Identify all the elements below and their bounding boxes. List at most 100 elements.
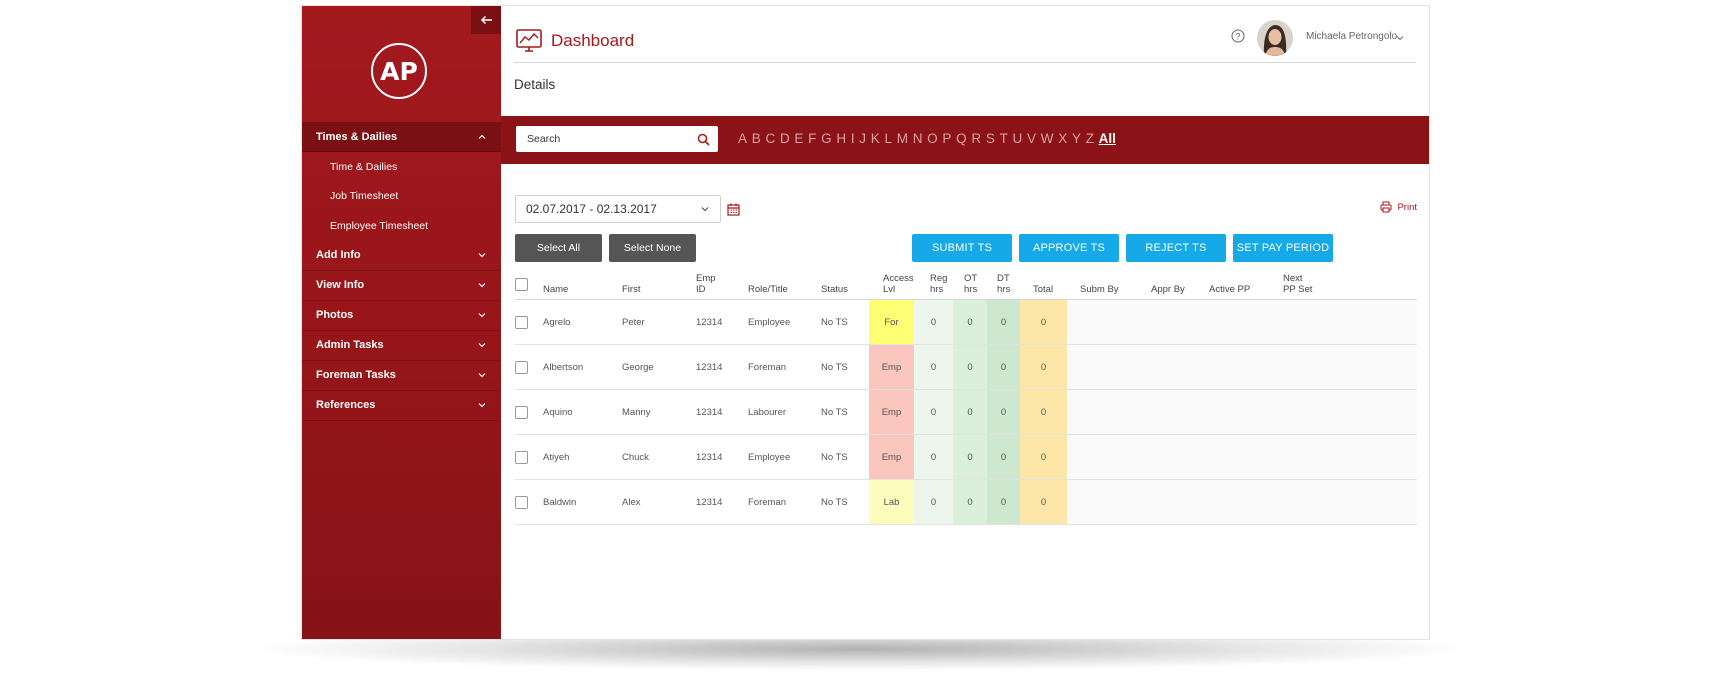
submit-ts-button[interactable]: SUBMIT TS [912,234,1012,262]
letter-filter-o[interactable]: O [927,131,938,146]
col-header-dt-hrs[interactable]: DT hrs [997,273,1011,295]
cell-total: 0 [1020,345,1067,389]
help-icon[interactable]: ? [1231,29,1245,43]
row-checkbox[interactable] [515,405,528,419]
user-name[interactable]: Michaela Petrongolo [1306,31,1398,42]
search-icon[interactable] [697,133,710,146]
page-title: Dashboard [551,31,635,50]
letter-filter-i[interactable]: I [850,131,855,146]
chevron-down-icon [478,403,486,408]
sidebar-section-view-info[interactable]: View Info [302,271,501,301]
select-all-button[interactable]: Select All [515,234,602,262]
approve-ts-button[interactable]: APPROVE TS [1019,234,1119,262]
print-button[interactable]: Print [1380,201,1417,213]
sidebar-item-employee-timesheet[interactable]: Employee Timesheet [330,219,429,232]
cell-role: Employee [748,451,791,463]
cell-dt-hrs: 0 [987,300,1020,344]
cell-name: Agrelo [543,316,571,328]
table-row[interactable]: Agrelo Peter 12314 Employee No TS For 0 0 0 0 [515,300,1417,345]
col-header-next-pp-set[interactable]: Next PP Set [1283,273,1313,295]
table-row[interactable]: Albertson George 12314 Foreman No TS Emp 0 0 0 0 [515,345,1417,390]
col-header-first[interactable]: First [622,284,641,295]
row-checkbox[interactable] [515,495,528,509]
cell-total: 0 [1020,435,1067,479]
avatar[interactable] [1257,20,1293,56]
chevron-down-icon[interactable] [1395,33,1405,43]
cell-access-lvl: Emp [869,345,914,389]
letter-filter-q[interactable]: Q [956,131,967,146]
chevron-down-icon [478,283,486,288]
col-header-role[interactable]: Role/Title [748,284,788,295]
letter-filter-h[interactable]: H [836,131,847,146]
col-header-total[interactable]: Total [1033,284,1054,295]
letter-filter-d[interactable]: D [779,131,790,146]
letter-filter-t[interactable]: T [999,131,1008,146]
col-header-access[interactable]: Access Lvl [883,273,914,295]
letter-filter-p[interactable]: P [942,131,952,146]
letter-filter-a[interactable]: A [738,131,748,146]
letter-filter-c[interactable]: C [765,131,776,146]
cell-emp-id: 12314 [696,406,723,418]
letter-filter-b[interactable]: B [751,131,761,146]
table-body: Agrelo Peter 12314 Employee No TS For 0 0 0 0 Albe… [515,300,1417,525]
cell-access-lvl: Lab [869,480,914,524]
cell-name: Atiyeh [543,451,570,463]
letter-filter-u[interactable]: U [1012,131,1023,146]
sidebar-item-job-timesheet[interactable]: Job Timesheet [330,190,399,203]
col-header-reg-hrs[interactable]: Reg hrs [930,273,948,295]
letter-filter-x[interactable]: X [1058,131,1068,146]
row-checkbox[interactable] [515,450,528,464]
table-header: Name First Emp ID Role/Title Status Acces… [515,264,1417,300]
select-all-checkbox[interactable] [515,278,528,291]
sidebar-section-label: Foreman Tasks [316,369,396,381]
col-header-status[interactable]: Status [821,284,848,295]
sidebar-section-photos[interactable]: Photos [302,301,501,331]
letter-filter-z[interactable]: Z [1085,131,1094,146]
letter-filter-s[interactable]: S [985,131,995,146]
letter-filter-k[interactable]: K [870,131,880,146]
letter-filter-n[interactable]: N [912,131,923,146]
sidebar-section-foreman-tasks[interactable]: Foreman Tasks [302,361,501,391]
letter-filter-g[interactable]: G [821,131,832,146]
select-none-button[interactable]: Select None [609,234,696,262]
sidebar-section-references[interactable]: References [302,391,501,421]
letter-filter-w[interactable]: W [1040,131,1054,146]
cell-status: No TS [821,361,848,373]
calendar-icon[interactable] [727,203,740,216]
table-row[interactable]: Baldwin Alex 12314 Foreman No TS Lab 0 0 0 0 [515,480,1417,525]
row-checkbox-cell [515,390,528,434]
col-header-name[interactable]: Name [543,284,569,295]
sidebar-section-label: Times & Dailies [316,130,398,143]
col-header-emp-id[interactable]: Emp ID [696,273,716,295]
set-pay-period-button[interactable]: SET PAY PERIOD [1233,234,1333,262]
col-header-subm-by[interactable]: Subm By [1080,284,1119,295]
date-range-select[interactable]: 02.07.2017 - 02.13.2017 [515,195,721,223]
sidebar-collapse-button[interactable] [471,6,501,34]
table-row[interactable]: Atiyeh Chuck 12314 Employee No TS Emp 0 0 0 0 [515,435,1417,480]
letter-filter-j[interactable]: J [859,131,867,146]
table-row[interactable]: Aquino Manny 12314 Labourer No TS Emp 0 0 0 0 [515,390,1417,435]
letter-filter-f[interactable]: F [808,131,817,146]
sidebar-section-admin-tasks[interactable]: Admin Tasks [302,331,501,361]
row-checkbox[interactable] [515,315,528,329]
col-header-appr-by[interactable]: Appr By [1151,284,1185,295]
sidebar: AP Times & Dailies Time & Dailies Job Time… [302,6,501,639]
cell-name: Albertson [543,361,584,373]
letter-filter-r[interactable]: R [971,131,982,146]
letter-filter-v[interactable]: V [1027,131,1037,146]
search-input[interactable] [525,132,697,146]
chevron-down-icon [478,373,486,378]
letter-filter-y[interactable]: Y [1071,131,1081,146]
letter-filter-all[interactable]: All [1098,131,1116,146]
letter-filter-l[interactable]: L [884,131,893,146]
col-header-ot-hrs[interactable]: OT hrs [964,273,978,295]
reject-ts-button[interactable]: REJECT TS [1126,234,1226,262]
row-checkbox[interactable] [515,360,528,374]
sidebar-item-time-dailies[interactable]: Time & Dailies [330,160,398,173]
cell-first: George [622,361,654,373]
sidebar-section-times-dailies[interactable]: Times & Dailies [302,122,501,152]
letter-filter-e[interactable]: E [794,131,804,146]
sidebar-section-add-info[interactable]: Add Info [302,241,501,271]
letter-filter-m[interactable]: M [896,131,908,146]
col-header-active-pp[interactable]: Active PP [1209,284,1251,295]
